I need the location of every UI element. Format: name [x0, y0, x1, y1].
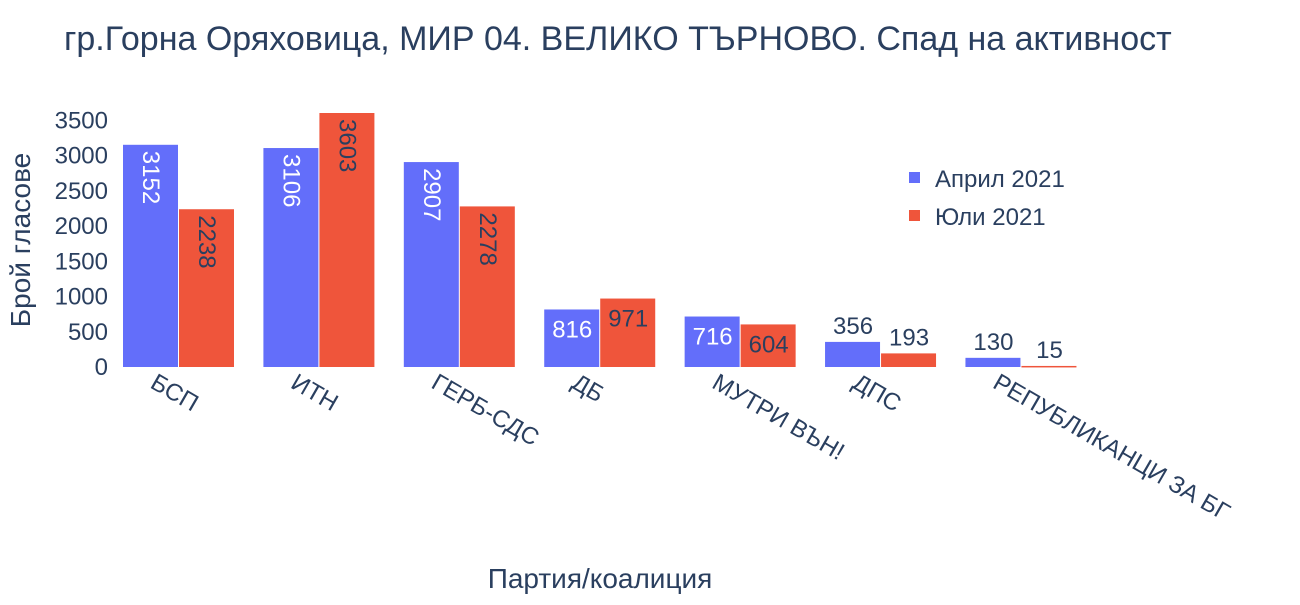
y-axis-label: Брой гласове: [5, 153, 36, 327]
data-label: 2907: [418, 168, 445, 221]
data-label: 3106: [277, 154, 304, 207]
data-label: 604: [749, 331, 789, 358]
bar-july: [740, 324, 796, 367]
bars: 3152 2238 3106 3603 2907 2278 816 971 716 604 356 1…: [123, 113, 1077, 368]
legend: Април 2021 Юли 2021: [909, 166, 1065, 231]
bar-july: [459, 206, 515, 367]
data-label: 2278: [474, 212, 501, 265]
bar-april: [263, 148, 319, 367]
x-axis-label: Партия/коалиция: [488, 563, 713, 594]
bar-april: [123, 144, 178, 367]
x-tick-label: ИТН: [286, 369, 342, 417]
data-label: 971: [608, 306, 648, 333]
y-tick-label: 1500: [55, 248, 108, 275]
bar-april: [965, 357, 1021, 367]
x-tick-label: ДПС: [848, 369, 906, 418]
bar-april: [825, 341, 881, 367]
bar-april: [403, 162, 459, 367]
x-tick-label: БСП: [146, 369, 203, 417]
data-label: 193: [889, 324, 929, 351]
bar-july: [179, 209, 234, 367]
y-tick-label: 3500: [55, 107, 108, 134]
data-label: 816: [552, 316, 592, 343]
x-tick-label: РЕПУБЛИКАНЦИ ЗА БГ: [988, 369, 1234, 526]
bar-july: [881, 353, 937, 367]
data-label: 716: [693, 324, 733, 351]
legend-swatch: [909, 172, 920, 183]
x-tick-label: ДБ: [567, 369, 608, 408]
legend-swatch: [909, 210, 920, 221]
x-tick-label: ГЕРБ-СДС: [427, 369, 544, 452]
x-tick-label: МУТРИ ВЪН!: [708, 369, 849, 466]
bar-july: [600, 298, 656, 367]
y-tick-label: 0: [95, 354, 108, 381]
y-tick-label: 2000: [55, 213, 108, 240]
data-label: 3603: [333, 119, 360, 172]
y-axis: 0 500 1000 1500 2000 2500 3000 3500: [55, 107, 108, 381]
legend-label: Юли 2021: [935, 204, 1046, 231]
bar-april: [684, 316, 740, 367]
data-label: 130: [973, 329, 1013, 356]
y-tick-label: 3000: [55, 143, 108, 170]
bar-july: [1021, 365, 1077, 368]
bar-july: [319, 113, 375, 367]
bar-april: [544, 309, 600, 367]
y-tick-label: 500: [68, 319, 108, 346]
data-label: 3152: [137, 151, 164, 204]
chart-title: гр.Горна Оряховица, МИР 04. ВЕЛИКО ТЪРНО…: [64, 20, 1172, 58]
x-axis: БСП ИТН ГЕРБ-СДС ДБ МУТРИ ВЪН! ДПС РЕПУБЛИКАНЦ…: [146, 369, 1234, 526]
legend-label: Април 2021: [935, 166, 1065, 193]
data-label: 356: [833, 313, 873, 340]
y-tick-label: 2500: [55, 178, 108, 205]
data-label: 15: [1036, 337, 1063, 364]
data-label: 2238: [193, 215, 220, 268]
y-tick-label: 1000: [55, 284, 108, 311]
